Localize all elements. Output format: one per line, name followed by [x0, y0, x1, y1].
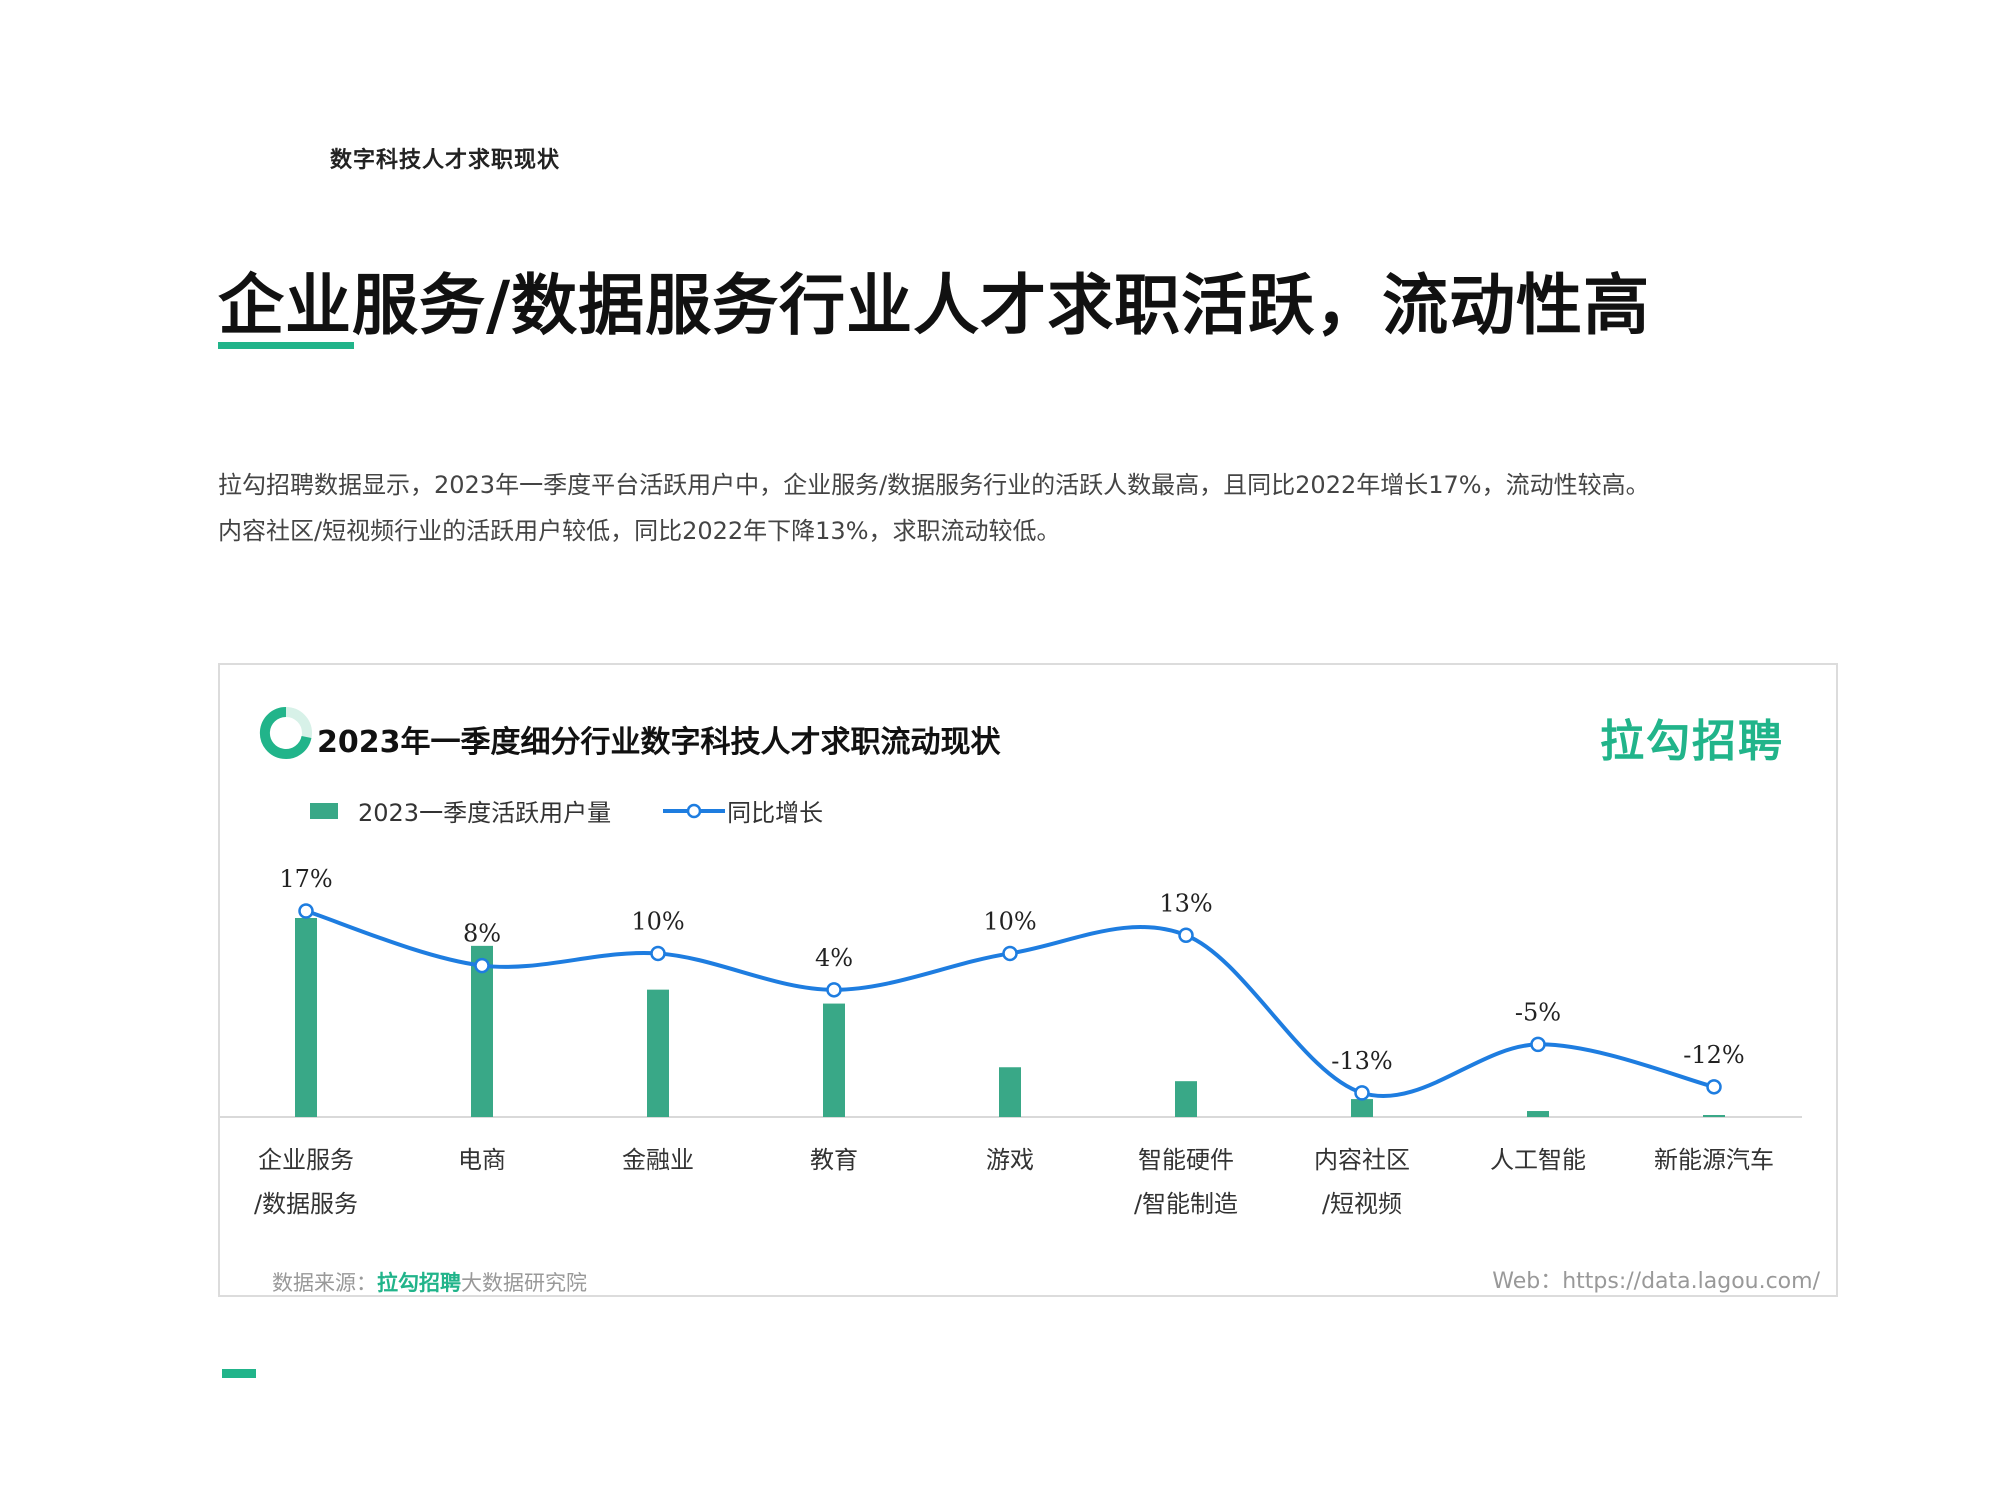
- line-point: [1530, 1036, 1546, 1053]
- x-tick-label: 新能源汽车: [1654, 1146, 1774, 1174]
- bar: [1703, 1115, 1725, 1117]
- x-tick-label: 智能硬件: [1138, 1146, 1234, 1174]
- data-label: -5%: [1515, 998, 1561, 1026]
- bar: [823, 1003, 845, 1117]
- line-point: [1002, 945, 1018, 962]
- section-label: 数字科技人才求职现状: [330, 148, 561, 173]
- line-point: [1178, 927, 1194, 943]
- chart-plot: 17% 8% 10% 4% 10% 13% -13% -5% -12% 企业服务/数据服务 电商 金融…: [220, 865, 1802, 1218]
- title-underline: [218, 342, 354, 349]
- x-tick-label: 内容社区: [1314, 1146, 1410, 1174]
- data-label: 13%: [1159, 889, 1212, 917]
- line-point: [826, 982, 842, 998]
- x-tick-label: 金融业: [622, 1146, 694, 1174]
- source-brand: 拉勾招聘: [377, 1271, 461, 1295]
- page-title: 企业服务/数据服务行业人才求职活跃，流动性高: [218, 267, 1651, 344]
- chart-card: 2023年一季度细分行业数字科技人才求职流动现状 拉勾招聘 2023一季度活跃用…: [218, 663, 1838, 1297]
- line-point: [650, 945, 666, 962]
- bar: [999, 1067, 1021, 1117]
- bar: [647, 989, 669, 1117]
- intro-text: 拉勾招聘数据显示，2023年一季度平台活跃用户中，企业服务/数据服务行业的活跃人…: [218, 462, 1650, 554]
- x-tick-label: 游戏: [986, 1146, 1034, 1174]
- line-point: [474, 957, 490, 974]
- x-tick-label: /短视频: [1322, 1190, 1402, 1218]
- chart-legend: 2023一季度活跃用户量 同比增长: [310, 793, 823, 828]
- x-tick-label: 电商: [458, 1146, 506, 1174]
- bar: [1175, 1081, 1197, 1117]
- bar: [1527, 1111, 1549, 1117]
- bar: [471, 945, 493, 1117]
- line-point: [298, 903, 314, 919]
- ring-logo-icon: [259, 706, 312, 759]
- website-link[interactable]: Web：https://data.lagou.com/: [1492, 1269, 1820, 1294]
- data-label: 10%: [631, 907, 684, 935]
- brand-logo: 拉勾招聘: [1600, 716, 1784, 767]
- legend-line-swatch: [663, 803, 726, 818]
- x-tick-label: 人工智能: [1490, 1146, 1586, 1174]
- x-tick-label: /智能制造: [1134, 1190, 1238, 1218]
- data-label: -13%: [1331, 1047, 1392, 1075]
- x-tick-label: 教育: [810, 1146, 858, 1174]
- data-label: 17%: [279, 865, 332, 893]
- legend-line-label: 同比增长: [727, 799, 824, 827]
- bar: [295, 918, 317, 1117]
- source-prefix: 数据来源：: [272, 1271, 377, 1295]
- x-tick-label: 企业服务: [258, 1146, 354, 1174]
- data-label: -12%: [1683, 1041, 1744, 1069]
- intro-line-1: 拉勾招聘数据显示，2023年一季度平台活跃用户中，企业服务/数据服务行业的活跃人…: [218, 471, 1650, 499]
- legend-bar-swatch: [310, 802, 338, 819]
- data-label: 8%: [463, 920, 501, 948]
- data-label: 10%: [983, 907, 1036, 935]
- source-suffix: 大数据研究院: [461, 1271, 587, 1295]
- x-tick-label: /数据服务: [254, 1190, 358, 1218]
- bar: [1351, 1099, 1373, 1117]
- legend-bar-label: 2023一季度活跃用户量: [358, 799, 612, 827]
- line-point: [1706, 1079, 1722, 1095]
- data-source: 数据来源：拉勾招聘大数据研究院: [272, 1267, 587, 1297]
- data-label: 4%: [815, 944, 853, 972]
- chart-title: 2023年一季度细分行业数字科技人才求职流动现状: [317, 725, 1001, 760]
- page-marker: [222, 1369, 256, 1378]
- line-point: [1354, 1085, 1370, 1101]
- intro-line-2: 内容社区/短视频行业的活跃用户较低，同比2022年下降13%，求职流动较低。: [218, 517, 1061, 545]
